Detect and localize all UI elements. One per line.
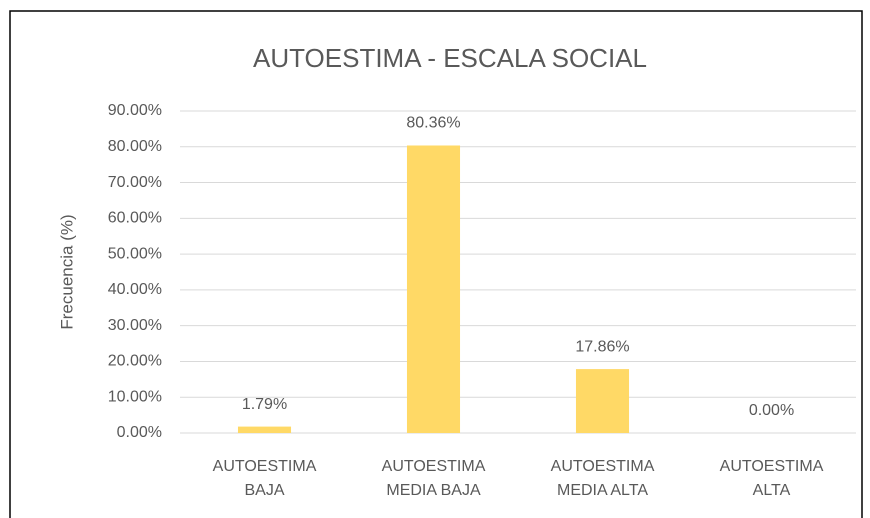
x-tick-label: AUTOESTIMA MEDIA ALTA (550, 458, 655, 499)
y-tick-label: 20.00% (108, 353, 162, 370)
x-tick-label: AUTOESTIMA BAJA (212, 458, 317, 499)
bar (575, 369, 630, 433)
y-tick-label: 50.00% (108, 245, 162, 262)
data-label: 0.00% (749, 402, 794, 419)
y-axis-label: Frecuencia (%) (57, 214, 76, 329)
y-tick-label: 90.00% (108, 102, 162, 119)
y-tick-label: 40.00% (108, 281, 162, 298)
chart-title: AUTOESTIMA - ESCALA SOCIAL (253, 43, 647, 73)
x-tick-label: AUTOESTIMA ALTA (719, 458, 824, 499)
x-tick-label: AUTOESTIMA MEDIA BAJA (381, 458, 486, 499)
y-tick-label: 80.00% (108, 138, 162, 155)
y-tick-label: 70.00% (108, 174, 162, 191)
y-tick-label: 30.00% (108, 317, 162, 334)
y-tick-label: 60.00% (108, 210, 162, 227)
y-tick-label: 0.00% (117, 424, 162, 441)
data-label: 1.79% (242, 396, 287, 413)
data-label: 80.36% (406, 115, 460, 132)
y-tick-label: 10.00% (108, 388, 162, 405)
bar (237, 426, 292, 433)
bar (406, 145, 461, 433)
data-label: 17.86% (575, 338, 629, 355)
